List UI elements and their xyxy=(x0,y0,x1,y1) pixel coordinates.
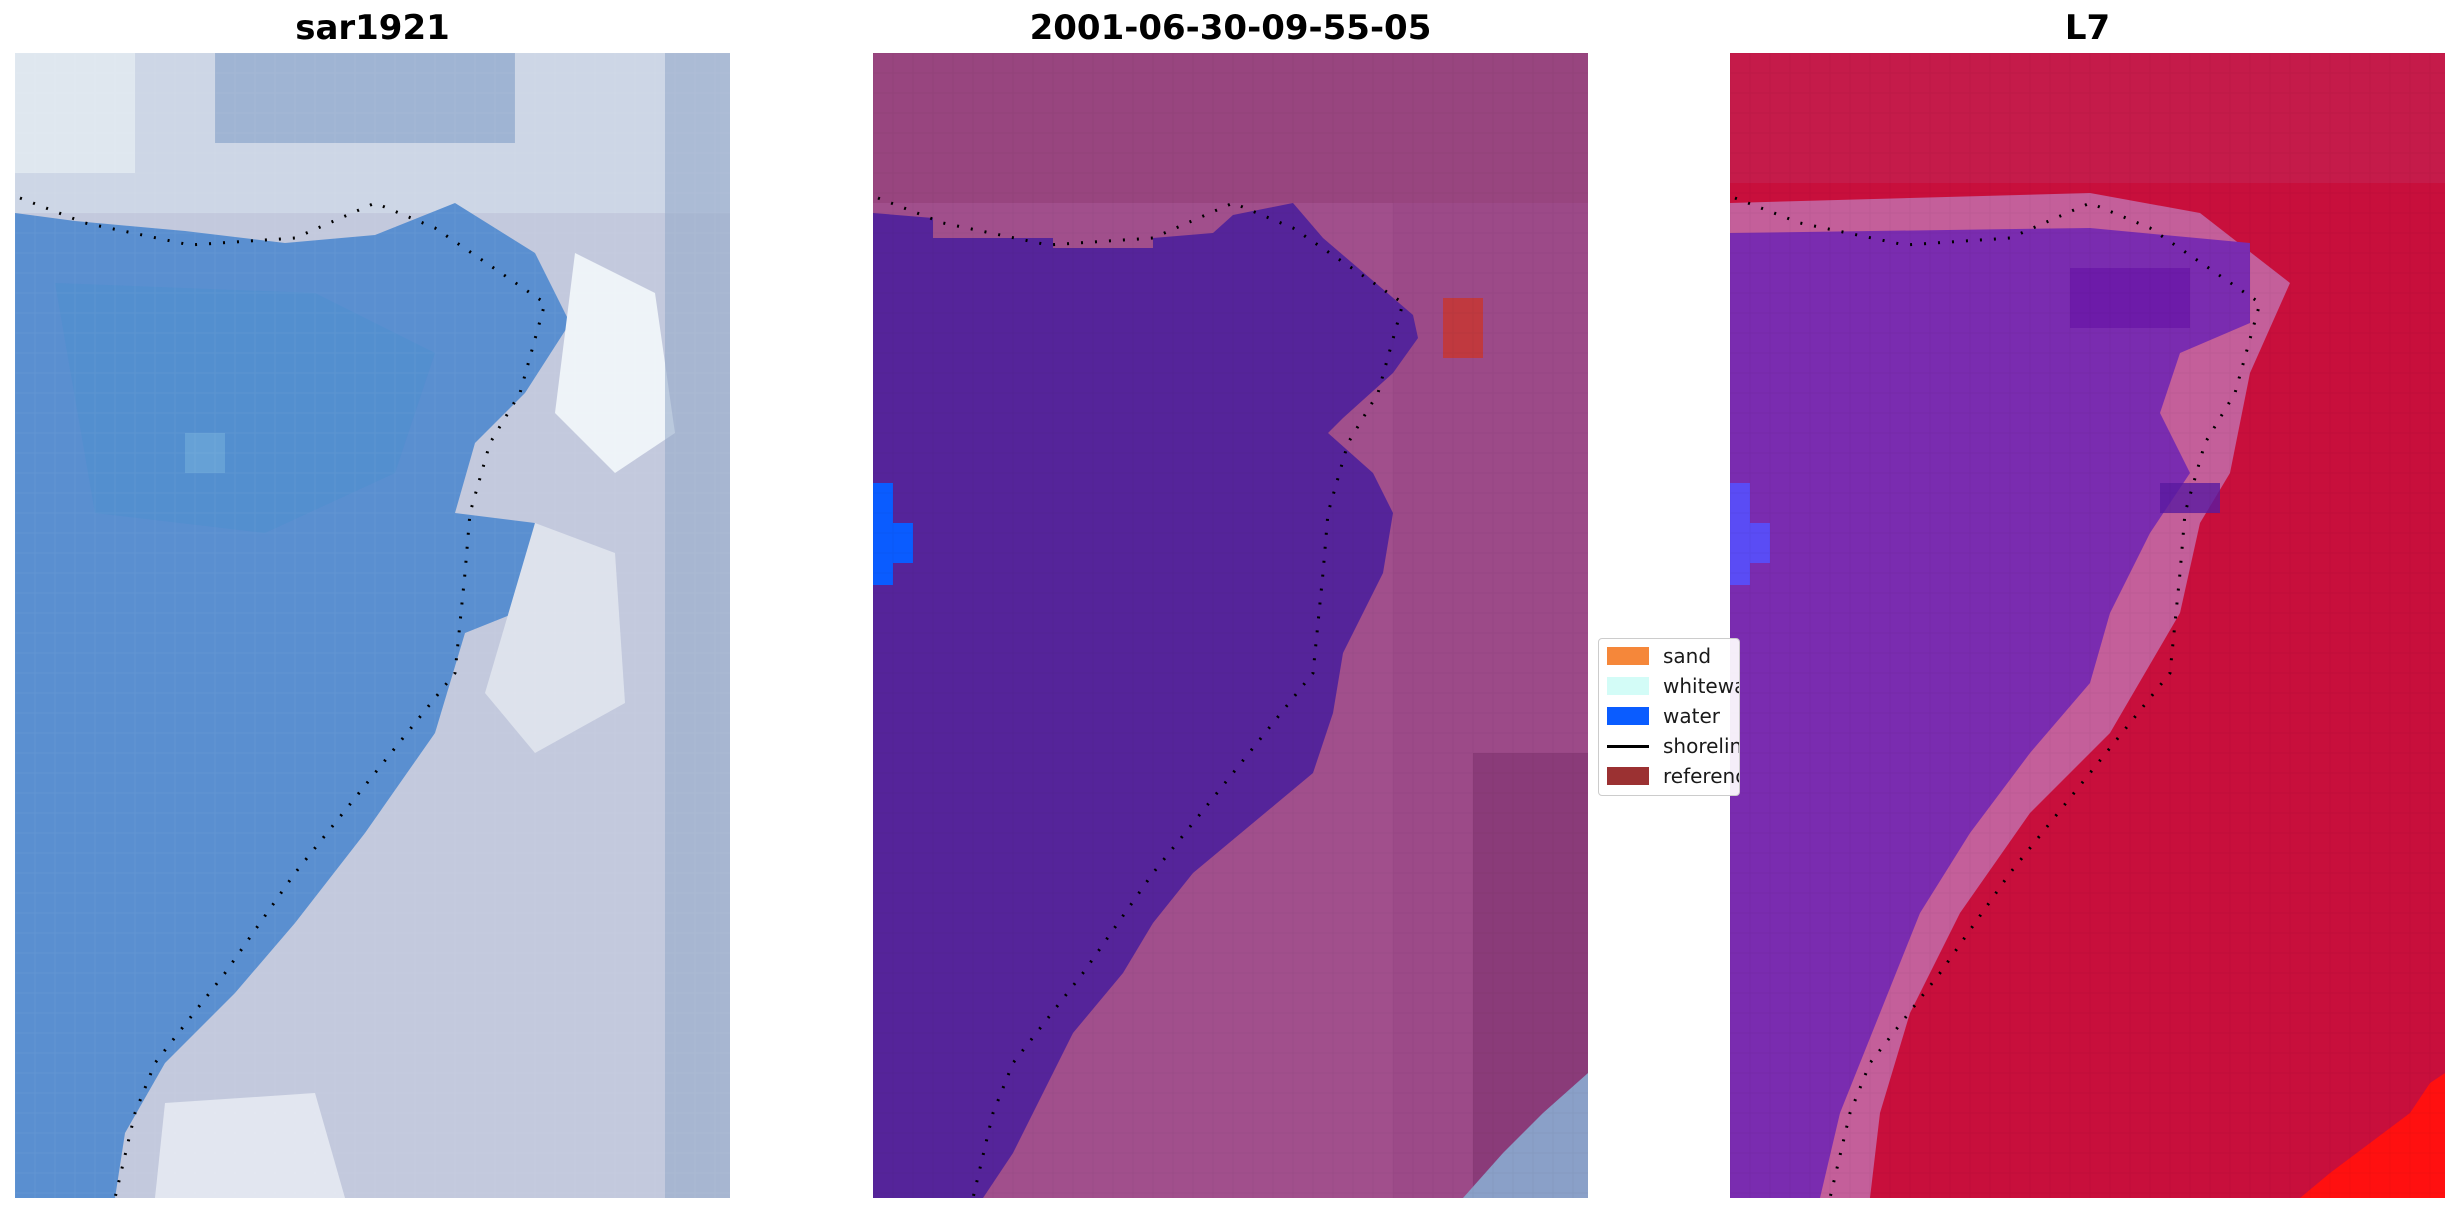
legend-item-shoreline: shoreline xyxy=(1607,731,1739,761)
reference-swatch xyxy=(1607,767,1649,785)
legend-item-reference: reference xyxy=(1607,761,1739,791)
sand-swatch xyxy=(1607,647,1649,665)
legend-item-whitewater: whitewater xyxy=(1607,671,1739,701)
classification-panel xyxy=(873,53,1588,1198)
legend-label: shoreline xyxy=(1663,734,1739,758)
legend: sand whitewater water shoreline referenc… xyxy=(1598,638,1740,796)
shoreline-line-icon xyxy=(1607,744,1649,748)
panel-title-ndwi: L7 xyxy=(2064,8,2111,48)
l7-index-panel xyxy=(1730,53,2445,1198)
legend-label: reference xyxy=(1663,764,1739,788)
panel-title-rgb: sar1921 xyxy=(295,8,450,48)
legend-label: whitewater xyxy=(1663,674,1739,698)
legend-label: water xyxy=(1663,704,1720,728)
water-swatch xyxy=(1607,707,1649,725)
legend-item-sand: sand xyxy=(1607,641,1711,671)
legend-label: sand xyxy=(1663,644,1712,668)
panel-title-classification: 2001-06-30-09-55-05 xyxy=(1029,8,1432,48)
legend-item-water: water xyxy=(1607,701,1720,731)
whitewater-swatch xyxy=(1607,677,1649,695)
rgb-image-panel xyxy=(15,53,730,1198)
